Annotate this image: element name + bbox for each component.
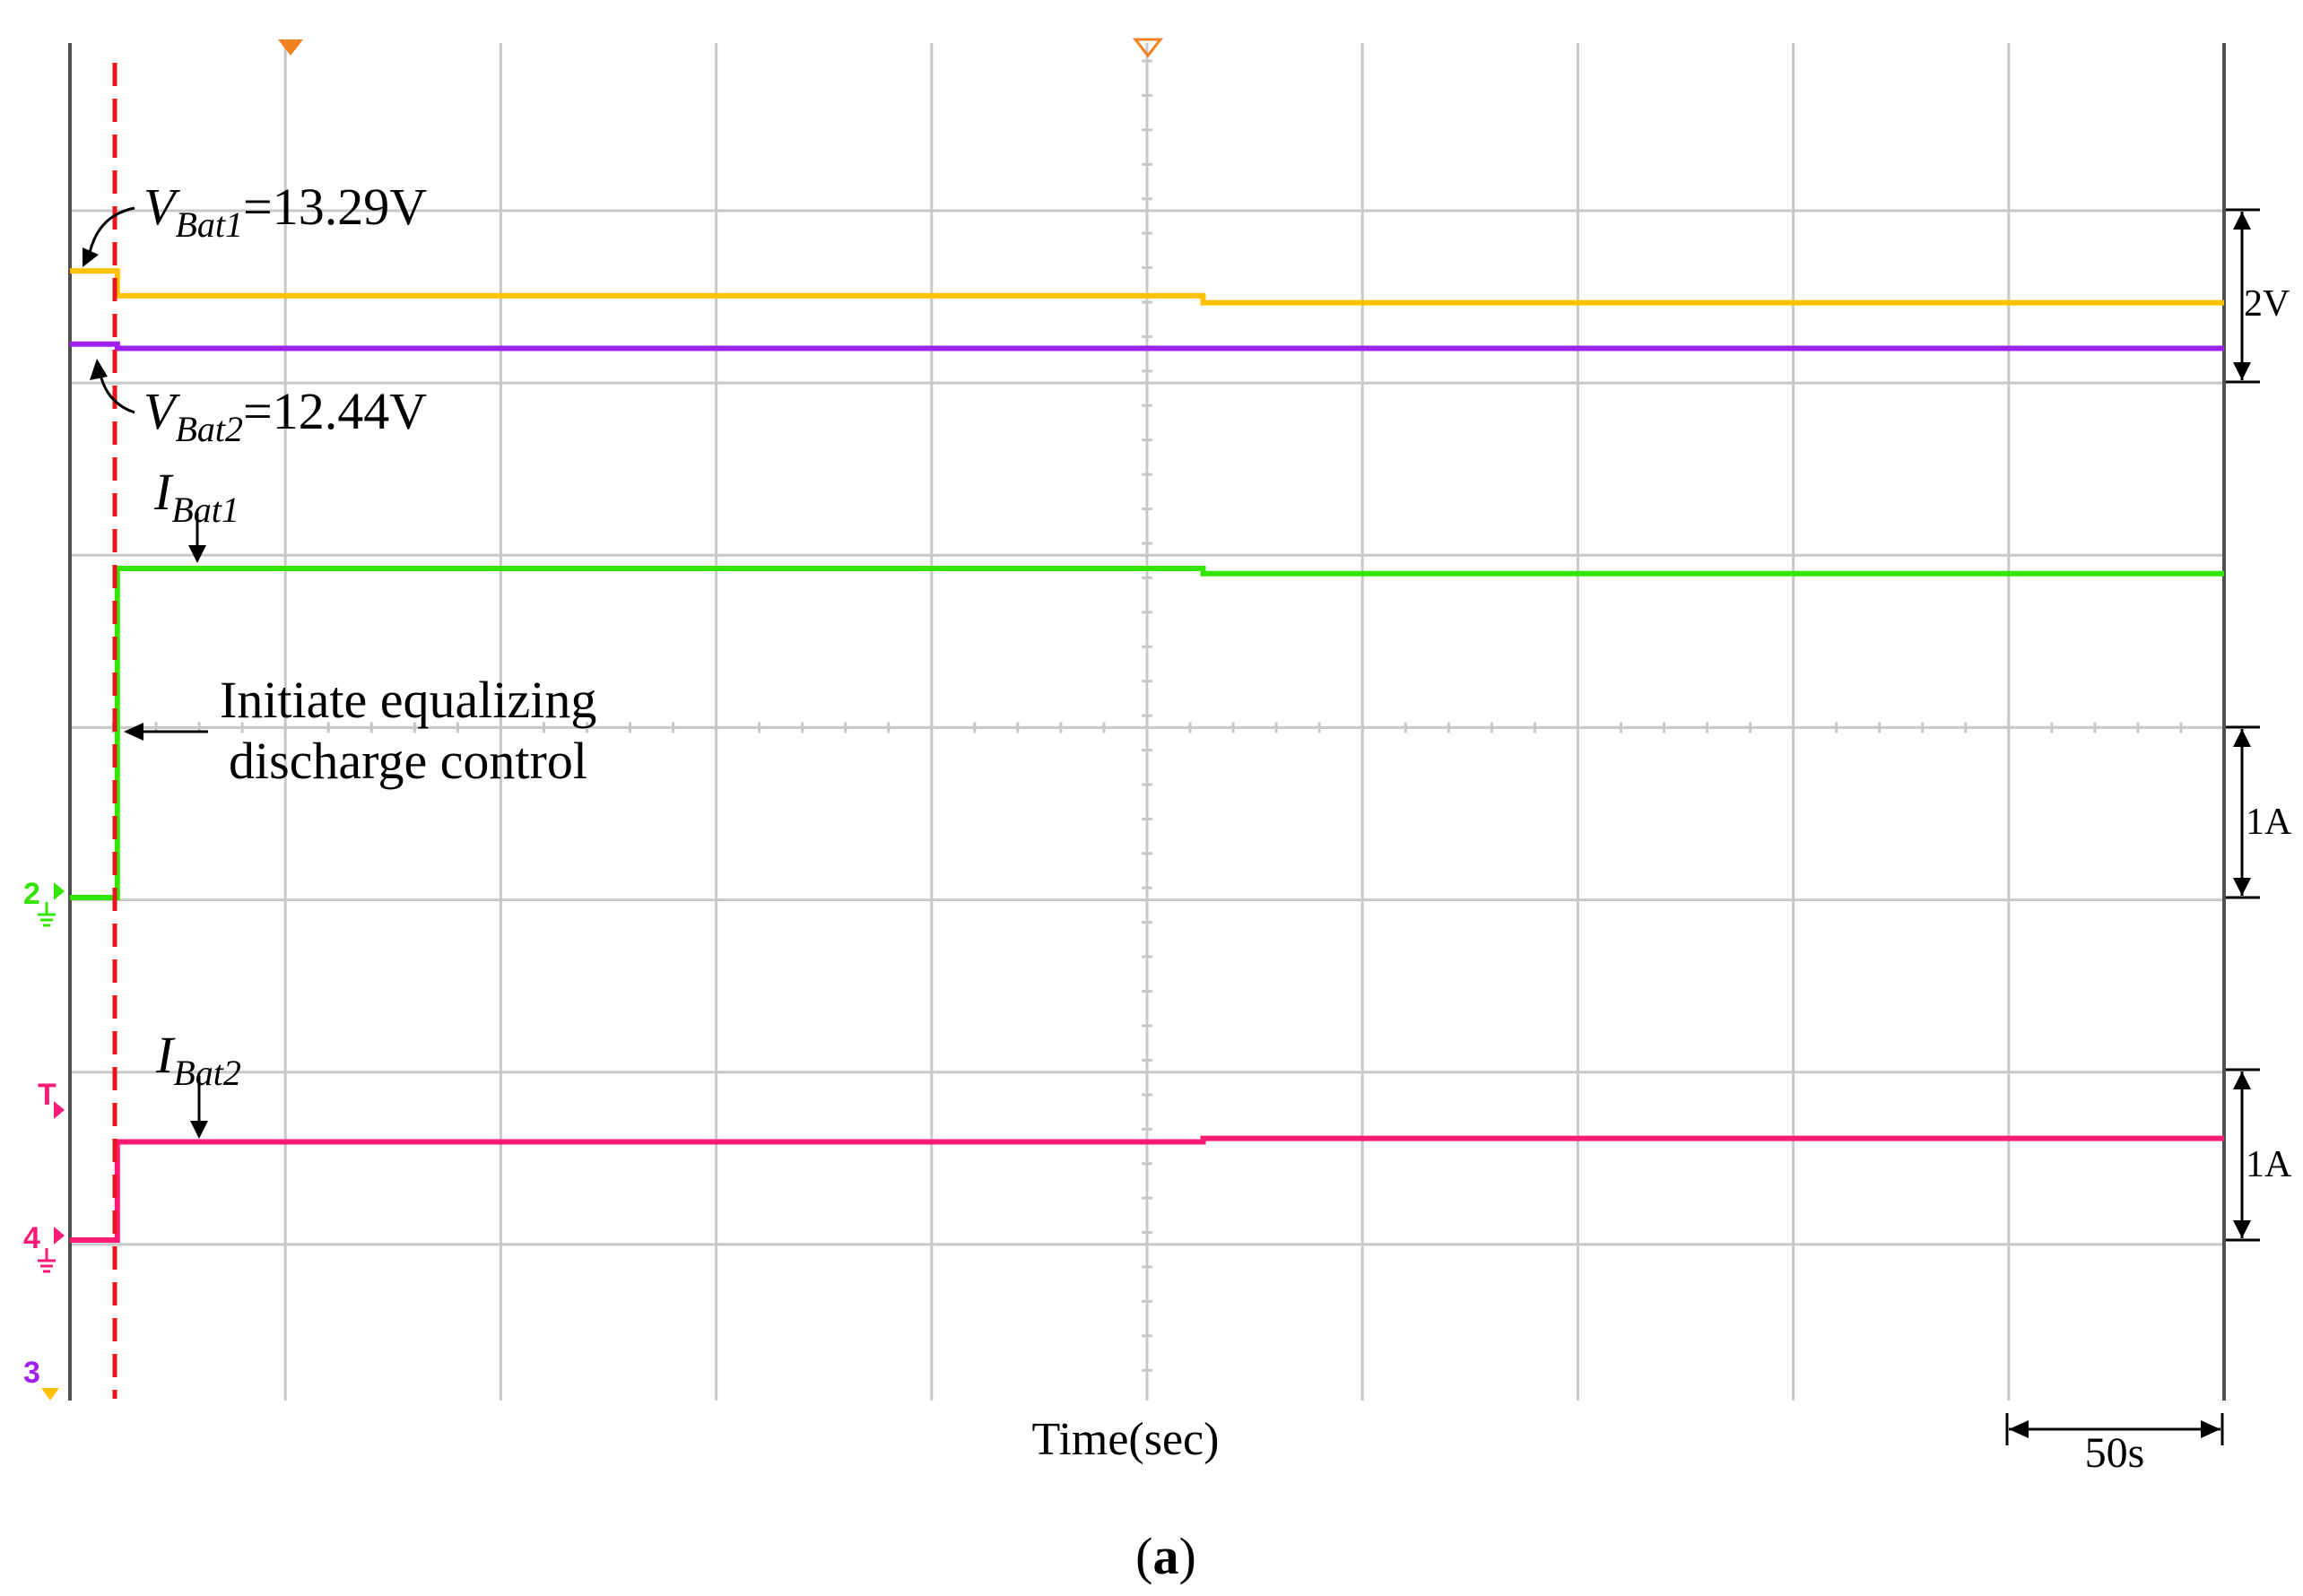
svg-text:IBat1: IBat1 xyxy=(153,463,239,530)
initiate-line2: discharge control xyxy=(229,732,587,790)
vbat1-value: =13.29V xyxy=(243,178,427,236)
ch4-marker: 4 xyxy=(23,1221,65,1273)
trace-group xyxy=(70,268,2224,1243)
current2-scale-bar: 1A xyxy=(2226,1068,2292,1242)
voltage-scale-bar: 2V xyxy=(2226,208,2290,384)
current2-scale-label: 1A xyxy=(2246,1144,2292,1185)
time-scale-label: 50s xyxy=(2085,1429,2145,1477)
trace-v-bat2 xyxy=(70,341,2224,351)
trigger-level-marker: T xyxy=(38,1078,65,1119)
ch3-marker: 3 xyxy=(23,1356,59,1401)
trace-i-bat2 xyxy=(70,1135,2224,1243)
current1-scale-bar: 1A xyxy=(2226,725,2292,899)
initiate-annotation: Initiate equalizing discharge control xyxy=(124,671,596,790)
vbat2-annotation: VBat2=12.44V xyxy=(90,359,427,449)
svg-text:VBat1=13.29V: VBat1=13.29V xyxy=(143,178,427,245)
vbat2-symbol: V xyxy=(143,382,181,440)
svg-text:VBat2=12.44V: VBat2=12.44V xyxy=(143,382,427,449)
initiate-line1: Initiate equalizing xyxy=(220,671,596,729)
ch4-label: 4 xyxy=(23,1221,40,1255)
trigger-position-marker xyxy=(278,39,303,56)
vbat2-value: =12.44V xyxy=(243,382,427,440)
x-axis-label: Time(sec) xyxy=(1032,1414,1220,1465)
vbat1-symbol: V xyxy=(143,178,181,236)
vbat2-subscript: Bat2 xyxy=(175,409,243,449)
trigger-level-label: T xyxy=(38,1078,56,1112)
ibat1-annotation: IBat1 xyxy=(153,463,239,563)
time-scale-bar: 50s xyxy=(2005,1413,2224,1477)
ibat1-symbol: I xyxy=(153,463,174,521)
ch3-label: 3 xyxy=(23,1356,40,1390)
current1-scale-label: 1A xyxy=(2246,802,2292,843)
ibat2-symbol: I xyxy=(155,1026,176,1084)
vbat2-arrow xyxy=(99,374,135,414)
center-axis-ticks xyxy=(68,59,2226,1372)
vbat1-arrow xyxy=(88,206,135,254)
trace-v-bat1 xyxy=(70,268,2224,306)
voltage-scale-label: 2V xyxy=(2244,283,2290,325)
ibat1-subscript: Bat1 xyxy=(171,490,239,530)
time-reference-marker xyxy=(1132,38,1164,58)
figure-caption: (a) xyxy=(1135,1527,1196,1585)
ch2-label: 2 xyxy=(23,877,40,911)
vbat1-annotation: VBat1=13.29V xyxy=(83,178,427,267)
ibat2-annotation: IBat2 xyxy=(155,1026,241,1139)
ibat2-subscript: Bat2 xyxy=(173,1053,241,1093)
svg-text:IBat2: IBat2 xyxy=(155,1026,241,1093)
ch2-marker: 2 xyxy=(23,877,65,927)
caption-letter: a xyxy=(1153,1527,1179,1585)
vbat1-subscript: Bat1 xyxy=(175,204,243,245)
